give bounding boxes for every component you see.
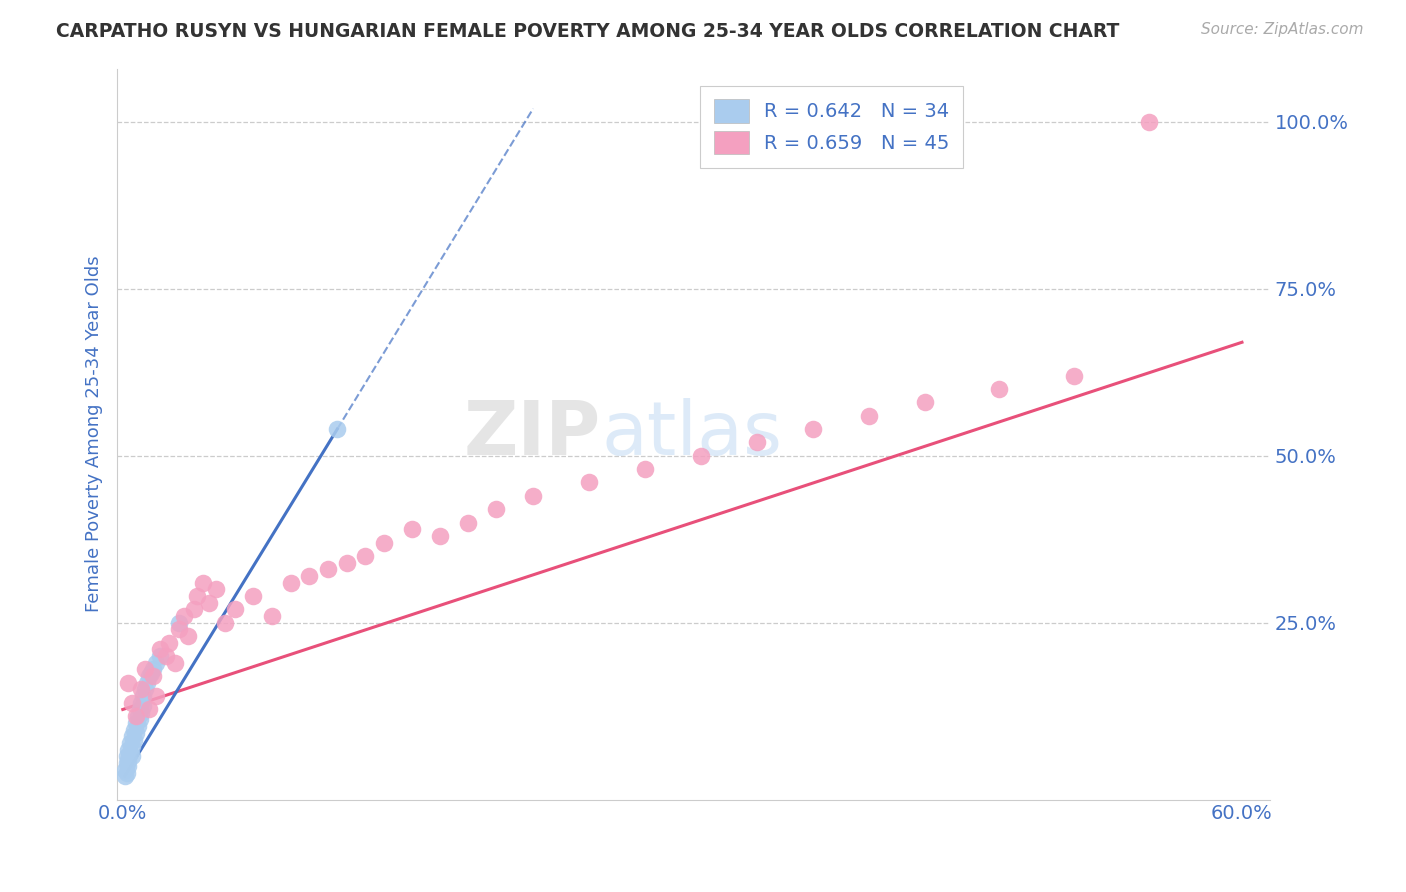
Point: [138, 669, 160, 683]
Point: [138, 702, 160, 716]
Point: [128, 713, 150, 727]
Point: [224, 602, 246, 616]
Point: [173, 609, 195, 624]
Point: [125, 709, 148, 723]
Point: [316, 562, 339, 576]
Point: [336, 556, 359, 570]
Point: [117, 742, 139, 756]
Point: [155, 649, 177, 664]
Point: [242, 589, 264, 603]
Point: [120, 746, 142, 760]
Point: [167, 623, 190, 637]
Point: [149, 649, 172, 664]
Point: [131, 682, 153, 697]
Point: [457, 516, 479, 530]
Text: CARPATHO RUSYN VS HUNGARIAN FEMALE POVERTY AMONG 25-34 YEAR OLDS CORRELATION CHA: CARPATHO RUSYN VS HUNGARIAN FEMALE POVER…: [56, 22, 1119, 41]
Point: [1063, 368, 1085, 383]
Point: [132, 689, 155, 703]
Point: [145, 656, 167, 670]
Point: [122, 732, 145, 747]
Point: [114, 769, 136, 783]
Legend: R = 0.642   N = 34, R = 0.659   N = 45: R = 0.642 N = 34, R = 0.659 N = 45: [700, 86, 963, 168]
Point: [134, 662, 156, 676]
Point: [121, 739, 143, 754]
Point: [1137, 115, 1160, 129]
Point: [197, 596, 219, 610]
Point: [578, 475, 600, 490]
Point: [142, 662, 165, 676]
Point: [115, 765, 138, 780]
Point: [163, 656, 186, 670]
Point: [260, 609, 283, 624]
Point: [354, 549, 377, 563]
Point: [429, 529, 451, 543]
Y-axis label: Female Poverty Among 25-34 Year Olds: Female Poverty Among 25-34 Year Olds: [86, 256, 103, 613]
Point: [177, 629, 200, 643]
Point: [114, 763, 136, 777]
Text: ZIP: ZIP: [464, 398, 602, 471]
Text: atlas: atlas: [602, 398, 782, 471]
Point: [167, 615, 190, 630]
Point: [401, 522, 423, 536]
Point: [149, 642, 172, 657]
Point: [132, 699, 155, 714]
Point: [117, 753, 139, 767]
Point: [326, 422, 349, 436]
Point: [115, 756, 138, 770]
Point: [214, 615, 236, 630]
Point: [115, 749, 138, 764]
Point: [139, 665, 162, 680]
Point: [191, 575, 214, 590]
Point: [205, 582, 228, 597]
Point: [988, 382, 1011, 396]
Text: Source: ZipAtlas.com: Source: ZipAtlas.com: [1201, 22, 1364, 37]
Point: [121, 749, 143, 764]
Point: [121, 696, 143, 710]
Point: [183, 602, 205, 616]
Point: [127, 709, 149, 723]
Point: [131, 696, 153, 710]
Point: [142, 669, 165, 683]
Point: [690, 449, 713, 463]
Point: [634, 462, 657, 476]
Point: [745, 435, 768, 450]
Point: [127, 719, 149, 733]
Point: [522, 489, 544, 503]
Point: [134, 682, 156, 697]
Point: [125, 715, 148, 730]
Point: [280, 575, 302, 590]
Point: [131, 706, 153, 720]
Point: [145, 689, 167, 703]
Point: [801, 422, 824, 436]
Point: [122, 723, 145, 737]
Point: [298, 569, 321, 583]
Point: [120, 736, 142, 750]
Point: [136, 675, 159, 690]
Point: [117, 675, 139, 690]
Point: [858, 409, 880, 423]
Point: [121, 729, 143, 743]
Point: [125, 726, 148, 740]
Point: [373, 535, 395, 549]
Point: [914, 395, 936, 409]
Point: [186, 589, 208, 603]
Point: [485, 502, 508, 516]
Point: [128, 702, 150, 716]
Point: [117, 759, 139, 773]
Point: [157, 636, 180, 650]
